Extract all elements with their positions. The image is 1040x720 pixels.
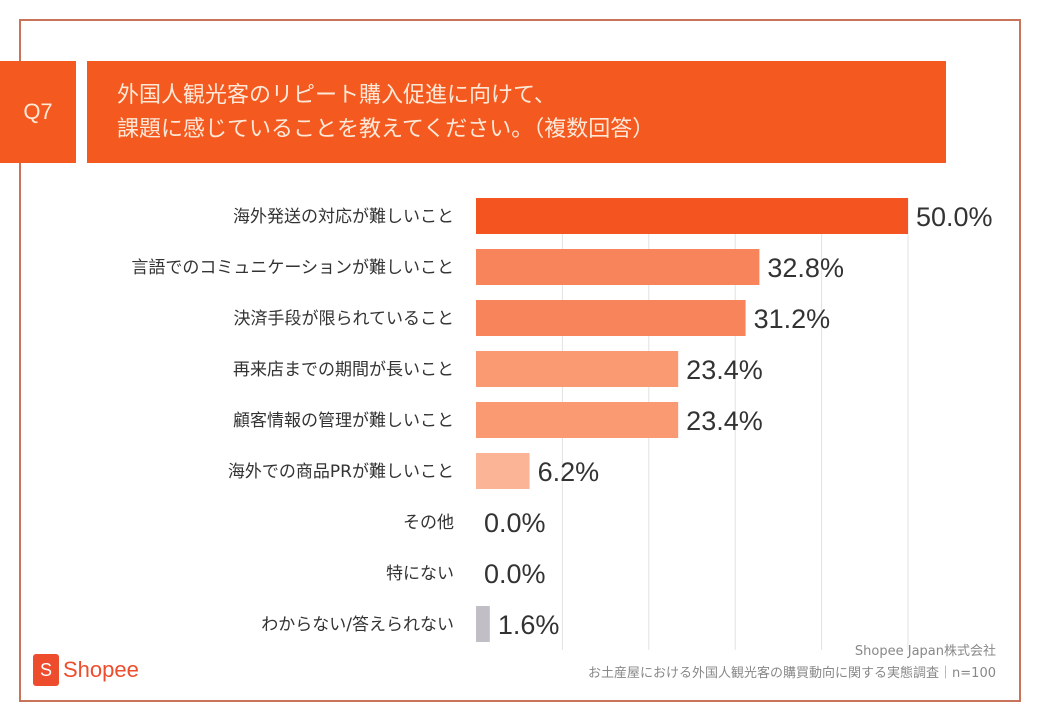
bar [476, 606, 490, 642]
category-label: 決済手段が限られていること [234, 309, 455, 329]
category-label: わからない/答えられない [261, 615, 454, 635]
question-label: Q7 [0, 61, 76, 163]
category-label: その他 [403, 513, 454, 533]
bar [476, 402, 679, 438]
shopee-logo: S Shopee [33, 654, 139, 686]
bar [476, 249, 760, 285]
shopee-bag-icon: S [33, 654, 59, 686]
bar [476, 453, 530, 489]
source-company: Shopee Japan株式会社 [854, 644, 996, 659]
category-label: 海外での商品PRが難しいこと [228, 462, 454, 482]
data-label: 50.0% [916, 202, 993, 232]
data-label: 23.4% [686, 406, 763, 436]
category-label: 海外発送の対応が難しいこと [233, 207, 454, 227]
category-label: 特にない [386, 564, 454, 584]
data-label: 32.8% [767, 253, 844, 283]
chart-frame [19, 19, 1021, 702]
category-label: 言語でのコミュニケーションが難しいこと [131, 258, 454, 278]
data-label: 0.0% [484, 508, 546, 538]
chart-title: 外国人観光客のリピート購入促進に向けて、 課題に感じていることを教えてください。… [87, 61, 946, 163]
bar [476, 300, 746, 336]
category-label: 再来店までの期間が長いこと [233, 360, 454, 380]
data-label: 23.4% [686, 355, 763, 385]
source-survey: お土産屋における外国人観光客の購買動向に関する実態調査｜n=100 [588, 666, 996, 681]
data-label: 31.2% [754, 304, 831, 334]
bar [476, 351, 679, 387]
category-label: 顧客情報の管理が難しいこと [233, 411, 454, 431]
data-label: 1.6% [498, 610, 560, 640]
bar [476, 198, 908, 234]
data-label: 6.2% [538, 457, 600, 487]
logo-text: Shopee [63, 657, 139, 682]
data-label: 0.0% [484, 559, 546, 589]
